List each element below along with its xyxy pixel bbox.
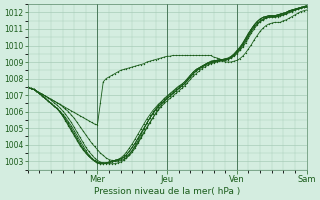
- X-axis label: Pression niveau de la mer( hPa ): Pression niveau de la mer( hPa ): [94, 187, 240, 196]
